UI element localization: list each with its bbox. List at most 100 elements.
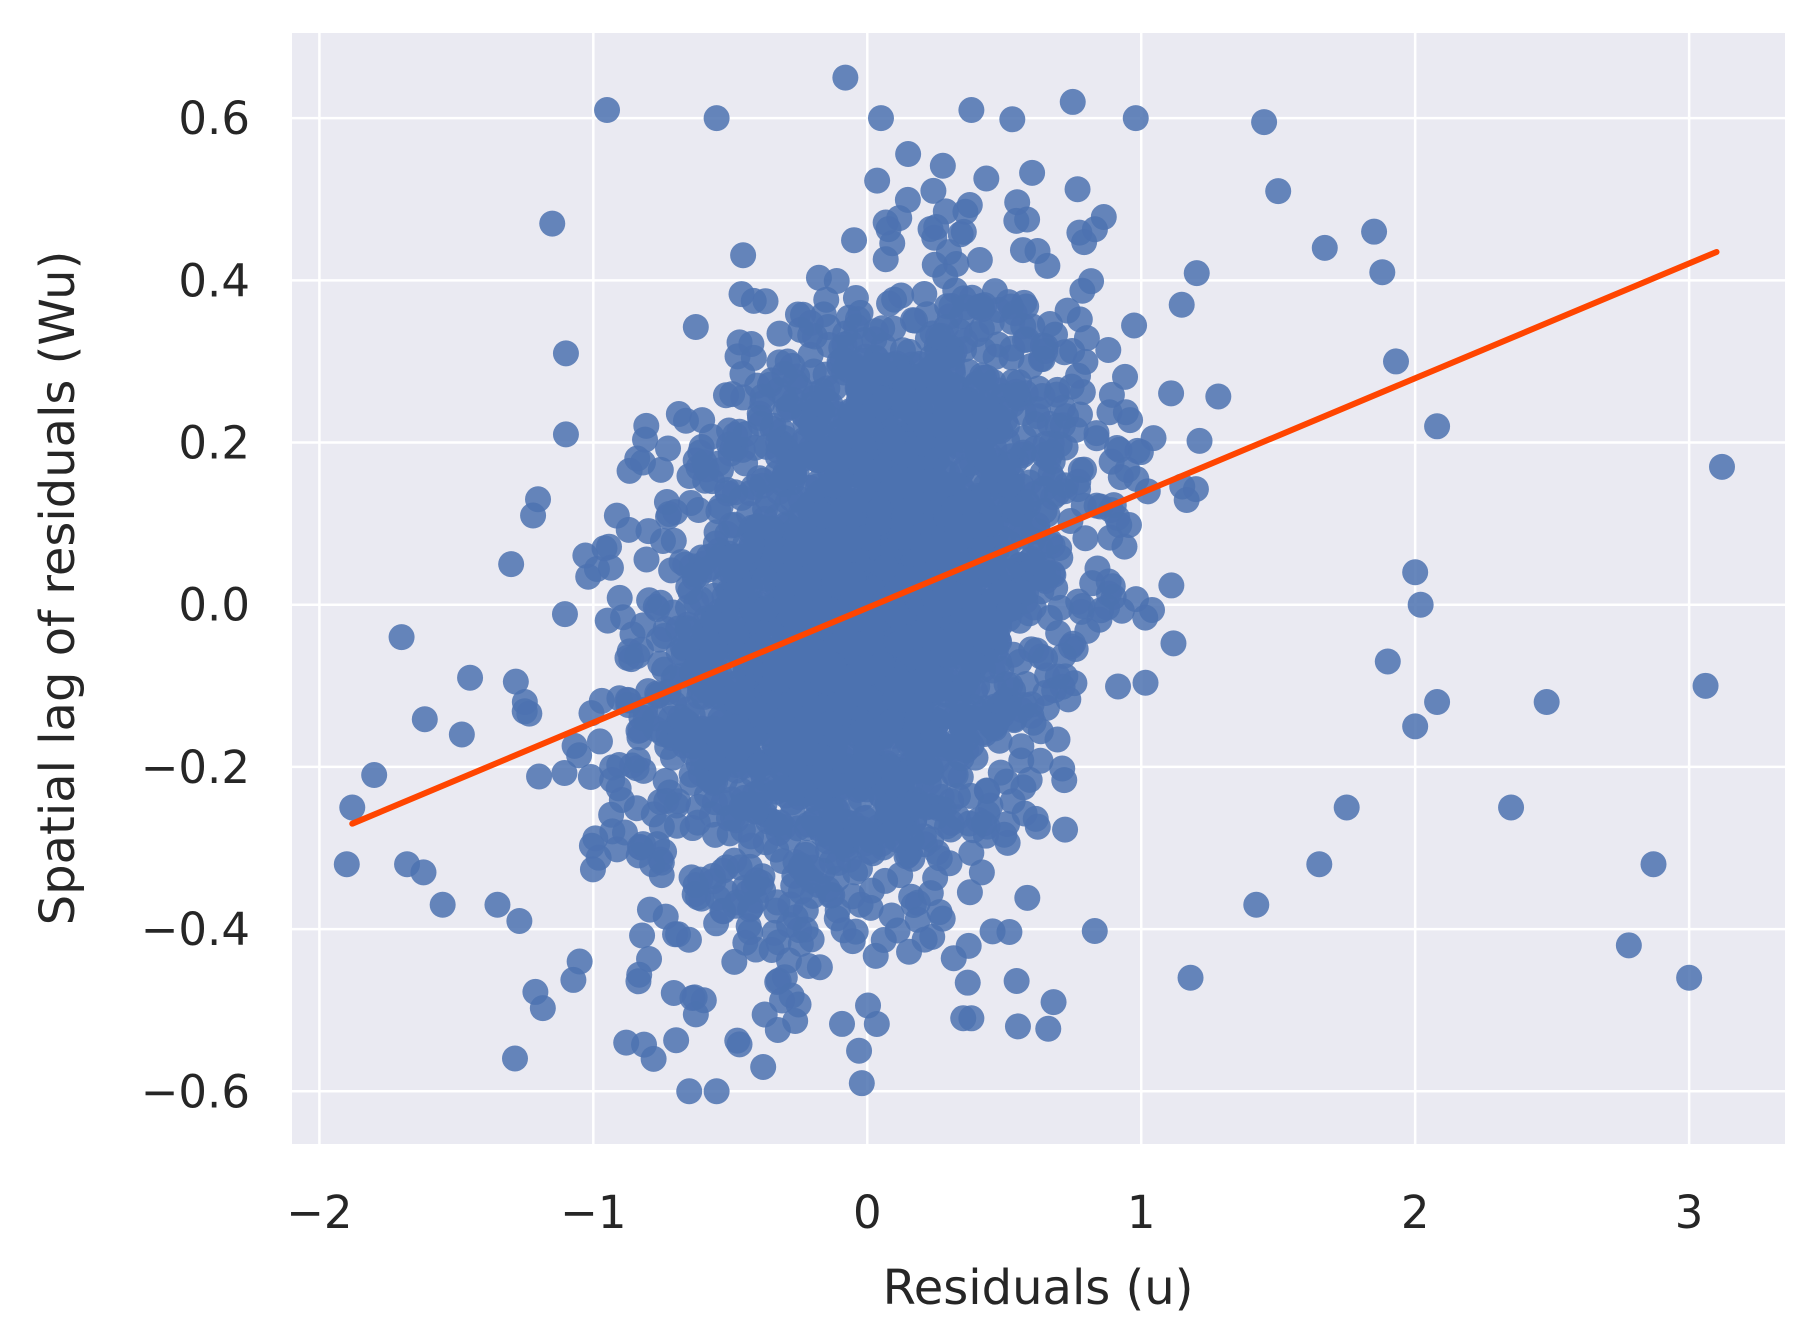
data-point: [636, 945, 663, 972]
data-point: [1121, 312, 1148, 339]
data-point: [1014, 884, 1041, 911]
data-point: [783, 447, 810, 474]
data-point: [814, 876, 841, 903]
fit-line-layer: [349, 248, 1720, 827]
data-point: [1692, 672, 1719, 699]
data-point: [792, 681, 819, 708]
data-point: [833, 568, 860, 595]
data-point: [691, 648, 718, 675]
data-point: [956, 879, 983, 906]
data-point: [894, 186, 921, 213]
data-point: [920, 177, 947, 204]
data-point: [1140, 425, 1167, 452]
data-point: [1177, 964, 1204, 991]
data-point: [1019, 159, 1046, 186]
data-point: [821, 771, 848, 798]
data-point: [796, 704, 823, 731]
data-point: [1065, 588, 1092, 615]
data-point: [780, 750, 807, 777]
data-point: [952, 390, 979, 417]
data-point: [679, 769, 706, 796]
data-point: [1361, 218, 1388, 245]
data-point: [766, 716, 793, 743]
data-point: [625, 968, 652, 995]
data-point: [665, 401, 692, 428]
data-point: [698, 423, 725, 450]
data-point: [954, 725, 981, 752]
data-point: [663, 1027, 690, 1054]
x-tick-label: 2: [1401, 1186, 1430, 1239]
data-point: [1083, 425, 1110, 452]
data-point: [900, 891, 927, 918]
data-point: [722, 422, 749, 449]
data-point: [648, 813, 675, 840]
data-point: [1081, 216, 1108, 243]
data-point: [1498, 794, 1525, 821]
data-point: [703, 105, 730, 132]
data-point: [498, 551, 525, 578]
data-point: [841, 227, 868, 254]
data-point: [872, 246, 899, 273]
data-point: [1022, 411, 1049, 438]
data-point: [596, 533, 623, 560]
regression-line: [349, 248, 1720, 827]
data-point: [956, 192, 983, 219]
data-point: [484, 891, 511, 918]
x-tick-label: 0: [853, 1186, 882, 1239]
data-point: [520, 502, 547, 529]
data-point: [989, 579, 1016, 606]
data-point: [775, 571, 802, 598]
data-point: [388, 624, 415, 651]
tick-labels: −2 −1 0 1 2 3 −0.6 −0.4 −0.2 0.0 0.2 0.4 0.6: [141, 92, 1704, 1239]
data-point: [968, 315, 995, 342]
data-point: [703, 1078, 730, 1105]
data-point: [551, 601, 578, 628]
y-tick-label: 0.4: [178, 254, 250, 307]
data-point: [575, 563, 602, 590]
data-point: [958, 97, 985, 124]
data-point: [832, 64, 859, 91]
data-point: [795, 952, 822, 979]
data-point: [682, 314, 709, 341]
data-point: [726, 329, 753, 356]
data-point: [839, 883, 866, 910]
data-point: [810, 502, 837, 529]
data-point: [837, 413, 864, 440]
data-point: [1105, 673, 1132, 700]
data-point: [1062, 416, 1089, 443]
data-point: [659, 744, 686, 771]
x-tick-label: 1: [1127, 1186, 1156, 1239]
data-point: [1003, 207, 1030, 234]
data-point: [773, 590, 800, 617]
data-point: [629, 922, 656, 949]
data-point: [770, 775, 797, 802]
data-point: [1016, 600, 1043, 627]
data-point: [699, 801, 726, 828]
data-point: [864, 167, 891, 194]
data-point: [907, 363, 934, 390]
data-point: [1402, 713, 1429, 740]
data-point: [429, 891, 456, 918]
data-point: [942, 621, 969, 648]
data-point: [1036, 604, 1063, 631]
data-point: [940, 945, 967, 972]
data-point: [1021, 549, 1048, 576]
data-point: [566, 948, 593, 975]
data-point: [630, 831, 657, 858]
data-point: [1021, 480, 1048, 507]
data-point: [1676, 964, 1703, 991]
data-point: [1081, 918, 1108, 945]
data-point: [765, 967, 792, 994]
data-point: [742, 936, 769, 963]
data-point: [1029, 383, 1056, 410]
data-point: [893, 624, 920, 651]
data-point: [766, 320, 793, 347]
data-point: [1010, 774, 1037, 801]
data-point: [982, 343, 1009, 370]
data-point: [750, 1053, 777, 1080]
data-point: [728, 674, 755, 701]
data-point: [968, 293, 995, 320]
data-point: [812, 361, 839, 388]
data-point: [610, 604, 637, 631]
data-point: [966, 247, 993, 274]
